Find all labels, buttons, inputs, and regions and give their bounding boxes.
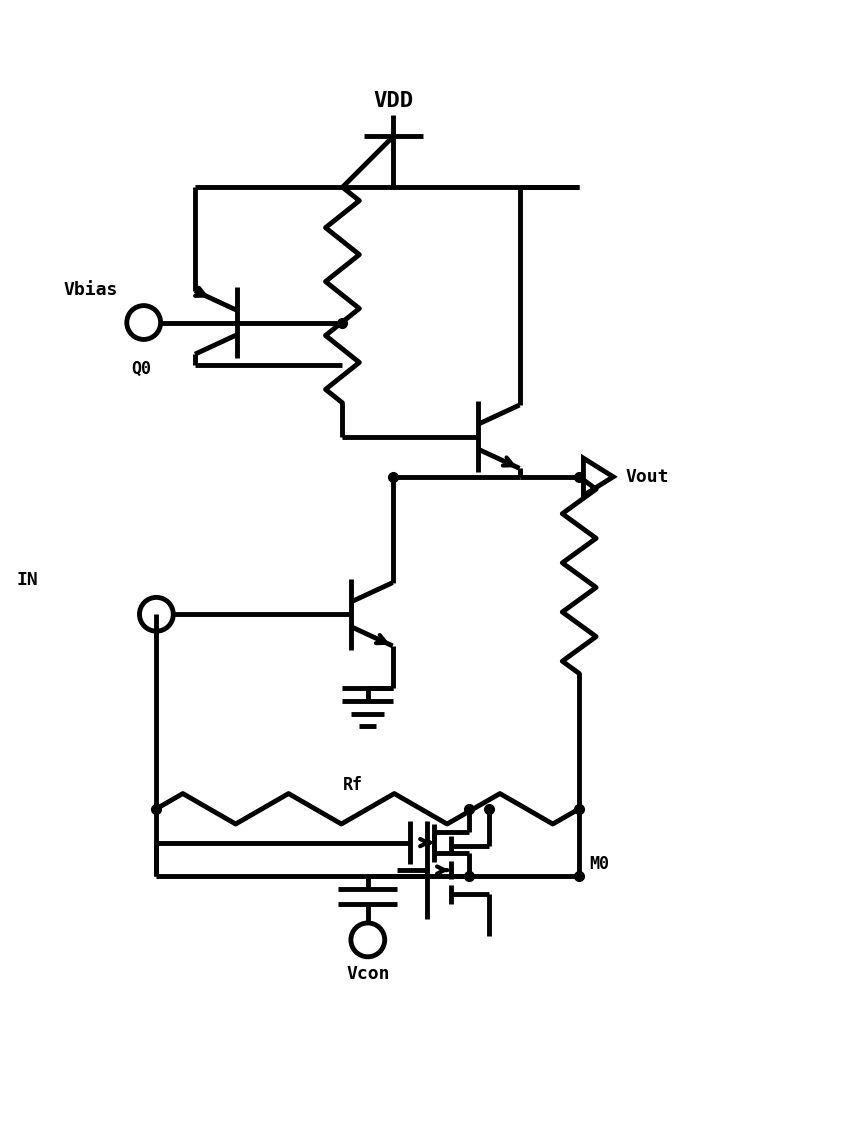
Text: Vcon: Vcon (345, 964, 389, 983)
Text: M0: M0 (589, 855, 609, 873)
Text: Q0: Q0 (131, 360, 151, 378)
Text: IN: IN (17, 572, 38, 589)
Text: VDD: VDD (373, 92, 413, 111)
Text: Vout: Vout (625, 468, 669, 486)
Text: Rf: Rf (342, 776, 362, 794)
Text: Vbias: Vbias (63, 281, 118, 300)
